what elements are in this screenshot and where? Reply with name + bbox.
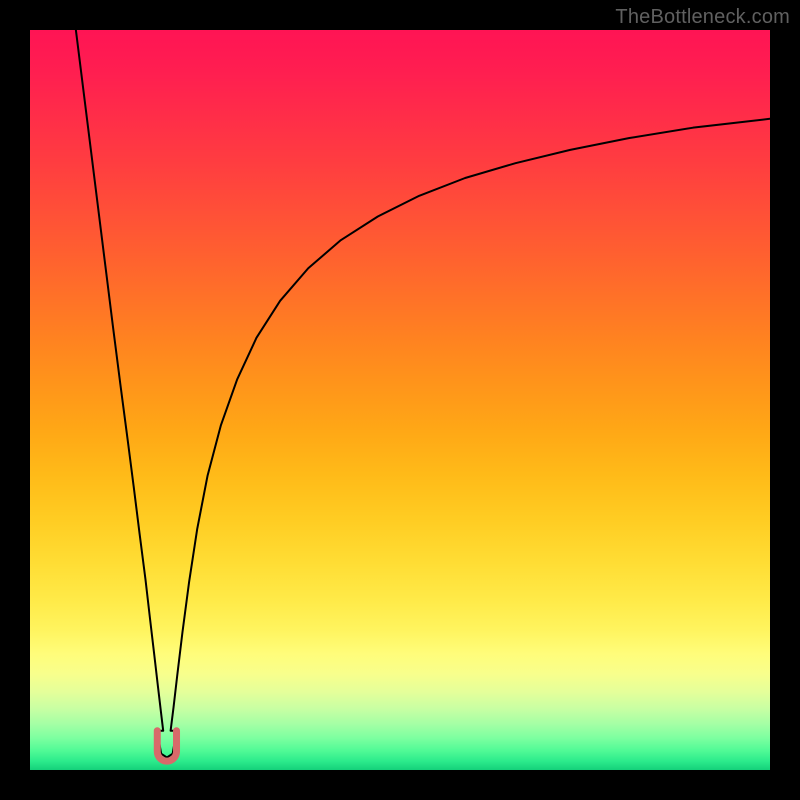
chart-svg: [0, 0, 800, 800]
bottleneck-chart: TheBottleneck.com: [0, 0, 800, 800]
watermark-text: TheBottleneck.com: [615, 6, 790, 29]
plot-background: [30, 30, 770, 770]
